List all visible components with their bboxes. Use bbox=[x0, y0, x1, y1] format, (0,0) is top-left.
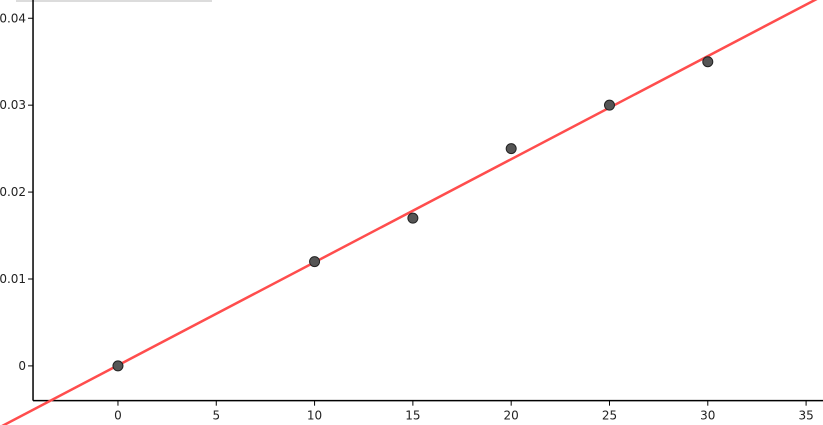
data-point bbox=[112, 360, 124, 372]
data-point bbox=[505, 143, 517, 155]
y-tick-label: 0.01 bbox=[0, 272, 26, 286]
y-tick-label: 0.03 bbox=[0, 98, 26, 112]
y-tick-label: 0 bbox=[18, 359, 26, 373]
x-tick-label: 5 bbox=[212, 409, 220, 423]
data-point bbox=[309, 256, 321, 268]
y-tick-label: 0.02 bbox=[0, 185, 26, 199]
x-tick-label: 35 bbox=[798, 409, 813, 423]
x-tick-label: 0 bbox=[114, 409, 122, 423]
data-point bbox=[603, 99, 615, 111]
x-tick-label: 15 bbox=[405, 409, 420, 423]
data-point bbox=[702, 56, 714, 68]
x-tick-label: 20 bbox=[504, 409, 519, 423]
toolbar-strip bbox=[16, 0, 212, 2]
x-tick-label: 25 bbox=[602, 409, 617, 423]
x-tick-label: 10 bbox=[307, 409, 322, 423]
y-tick-label: 0.04 bbox=[0, 11, 26, 25]
data-point bbox=[407, 212, 419, 224]
x-tick-label: 30 bbox=[700, 409, 715, 423]
